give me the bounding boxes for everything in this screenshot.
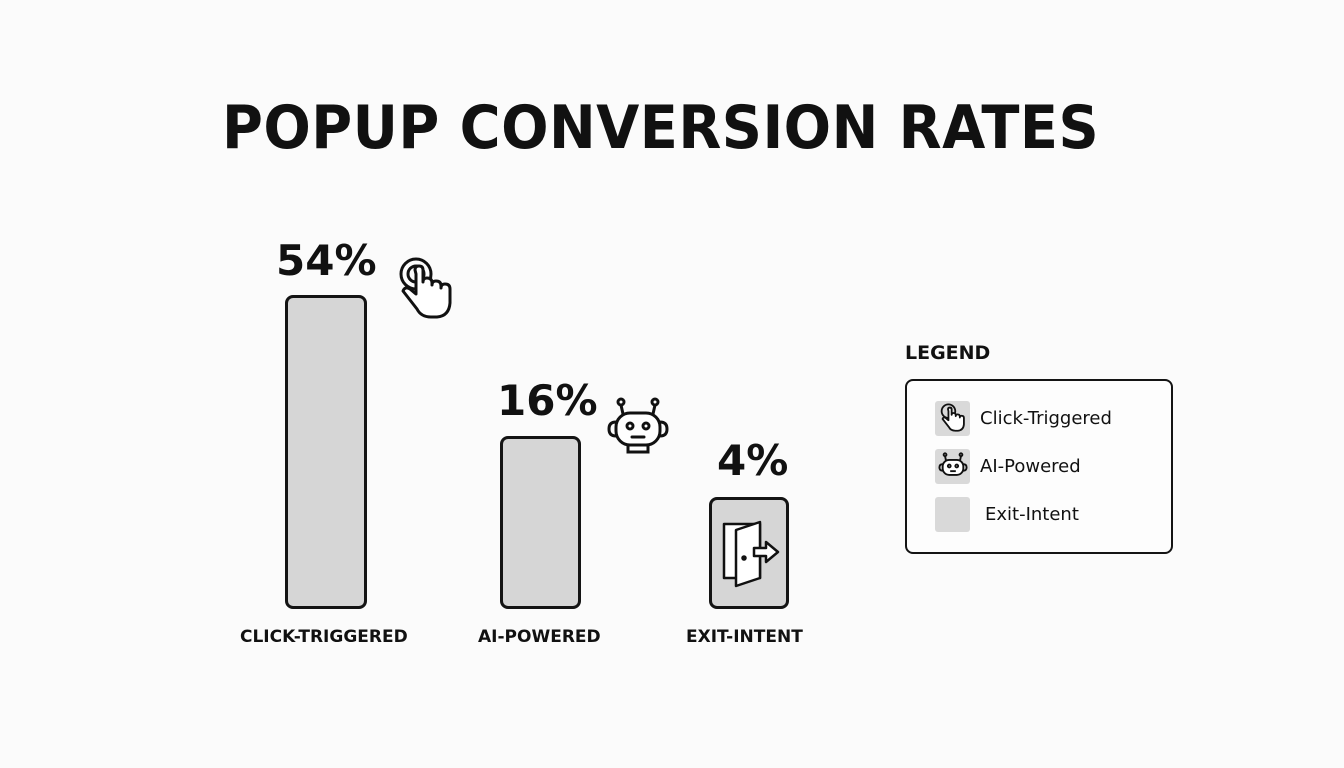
pointer-hand-icon <box>935 400 970 436</box>
exit-door-icon <box>720 518 782 595</box>
legend-item-ai-powered: AI-Powered <box>935 448 1081 484</box>
legend-item-click-triggered: Click-Triggered <box>935 400 1112 436</box>
legend: Click-Triggered AI-Powered Exit-Intent <box>905 379 1173 554</box>
category-label-click-triggered: CLICK-TRIGGERED <box>240 627 408 647</box>
chart-title: POPUP CONVERSION RATES <box>222 93 1100 163</box>
legend-label: Click-Triggered <box>980 407 1112 429</box>
legend-swatch <box>935 496 970 532</box>
legend-item-exit-intent: Exit-Intent <box>935 496 1079 532</box>
bar-click-triggered <box>285 295 367 609</box>
legend-title: LEGEND <box>905 342 991 364</box>
bar-value-exit-intent: 4% <box>717 436 789 485</box>
bar-value-click-triggered: 54% <box>276 236 377 285</box>
pointer-hand-icon <box>398 256 454 327</box>
robot-icon <box>606 396 670 461</box>
bar-ai-powered <box>500 436 581 609</box>
bar-value-ai-powered: 16% <box>497 376 598 425</box>
robot-icon <box>935 448 970 484</box>
legend-label: AI-Powered <box>980 455 1081 477</box>
category-label-exit-intent: EXIT-INTENT <box>686 627 803 647</box>
legend-label: Exit-Intent <box>985 503 1079 525</box>
category-label-ai-powered: AI-POWERED <box>478 627 601 647</box>
